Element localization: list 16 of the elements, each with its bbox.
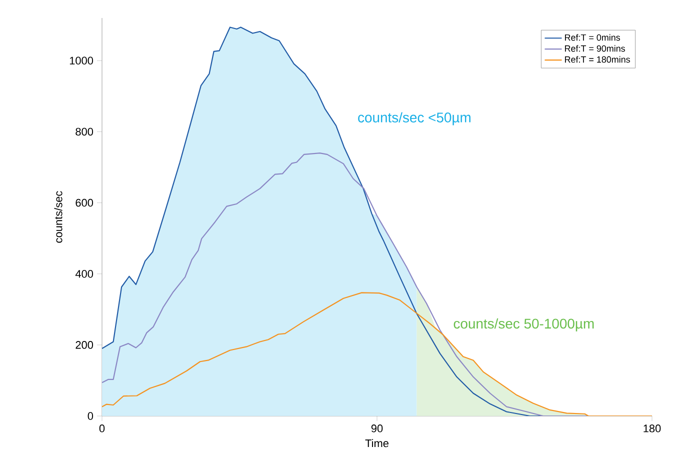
x-axis-title: Time: [365, 439, 388, 448]
y-tick-label: 0: [88, 412, 94, 420]
x-tick-label: 90: [371, 424, 383, 432]
legend-label: Ref:T = 180mins: [565, 56, 630, 63]
series-label: counts/sec 50-1000µm: [454, 318, 594, 332]
y-axis-title: counts/sec: [54, 191, 62, 243]
x-tick-label: 180: [644, 424, 661, 432]
x-tick-label: 0: [99, 424, 105, 432]
y-tick-label: 400: [75, 270, 94, 278]
y-tick-label: 800: [76, 128, 94, 136]
legend-label: Ref:T = 90mins: [565, 45, 625, 52]
series-label: counts/sec <50µm: [358, 112, 470, 126]
y-tick-label: 600: [76, 198, 94, 207]
y-tick-label: 1000: [70, 56, 94, 65]
legend-label: Ref:T = 0mins: [565, 34, 620, 41]
y-tick-label: 200: [76, 341, 94, 349]
